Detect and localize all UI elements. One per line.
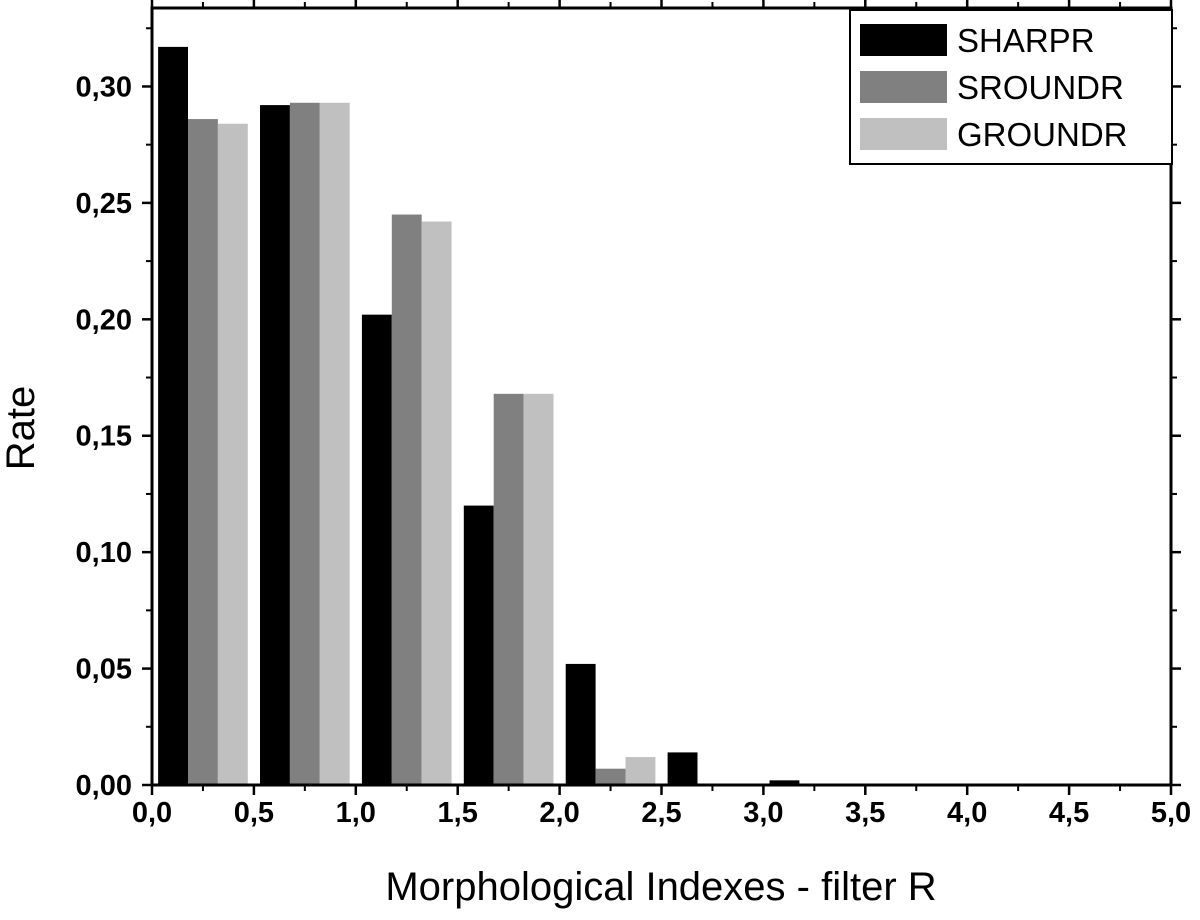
legend-swatch-sroundr [860, 71, 947, 103]
x-tick-label: 5,0 [1151, 797, 1191, 829]
bar-sroundr-3 [493, 393, 524, 785]
ticks-layer [142, 0, 1181, 795]
legend-label-groundr: GROUNDR [957, 116, 1128, 153]
x-tick-label: 4,5 [1049, 797, 1089, 829]
x-tick-label: 1,0 [336, 797, 376, 829]
x-tick-label: 2,0 [539, 797, 579, 829]
y-tick-label: 0,20 [76, 304, 132, 336]
x-tick-label: 2,5 [641, 797, 681, 829]
y-tick-label: 0,05 [76, 654, 132, 686]
x-axis-title: Morphological Indexes - filter R [385, 865, 936, 909]
y-tick-label: 0,30 [76, 71, 132, 103]
x-tick-label: 1,5 [438, 797, 478, 829]
bar-groundr-1 [319, 102, 350, 785]
legend-swatch-groundr [860, 118, 947, 150]
bar-sharpr-4 [565, 663, 596, 785]
bar-sroundr-2 [391, 214, 422, 785]
bar-sharpr-6 [769, 780, 800, 785]
bar-sroundr-0 [188, 119, 218, 785]
legend-swatch-sharpr [860, 24, 947, 56]
x-tick-label: 3,5 [845, 797, 885, 829]
legend-label-sharpr: SHARPR [957, 22, 1095, 59]
bar-groundr-3 [523, 393, 554, 785]
x-tick-label: 0,5 [234, 797, 274, 829]
y-tick-label: 0,10 [76, 537, 132, 569]
bar-sroundr-4 [595, 768, 626, 785]
x-tick-label: 4,0 [947, 797, 987, 829]
tick-labels-layer: 0,0 0,5 1,0 1,5 2,0 2,5 3,0 3,5 4,0 4,5 5,0 0,00 0,0… [76, 71, 1192, 829]
y-axis-title: Rate [0, 386, 43, 471]
y-tick-label: 0,15 [76, 421, 132, 453]
bar-sharpr-3 [463, 505, 494, 785]
y-tick-label: 0,00 [76, 770, 132, 802]
bar-sharpr-0 [158, 46, 188, 785]
bar-groundr-2 [421, 221, 452, 785]
legend-label-sroundr: SROUNDR [957, 69, 1124, 106]
bar-sharpr-2 [361, 314, 392, 785]
bar-sroundr-1 [289, 102, 320, 785]
x-tick-label: 0,0 [132, 797, 172, 829]
bar-sharpr-5 [667, 752, 698, 785]
bar-sharpr-1 [260, 105, 290, 786]
legend: SHARPR SROUNDR GROUNDR [849, 9, 1173, 165]
bars-layer [158, 46, 962, 786]
bar-groundr-0 [217, 123, 248, 786]
bar-groundr-4 [625, 757, 656, 785]
y-tick-label: 0,25 [76, 188, 132, 220]
x-tick-label: 3,0 [743, 797, 783, 829]
